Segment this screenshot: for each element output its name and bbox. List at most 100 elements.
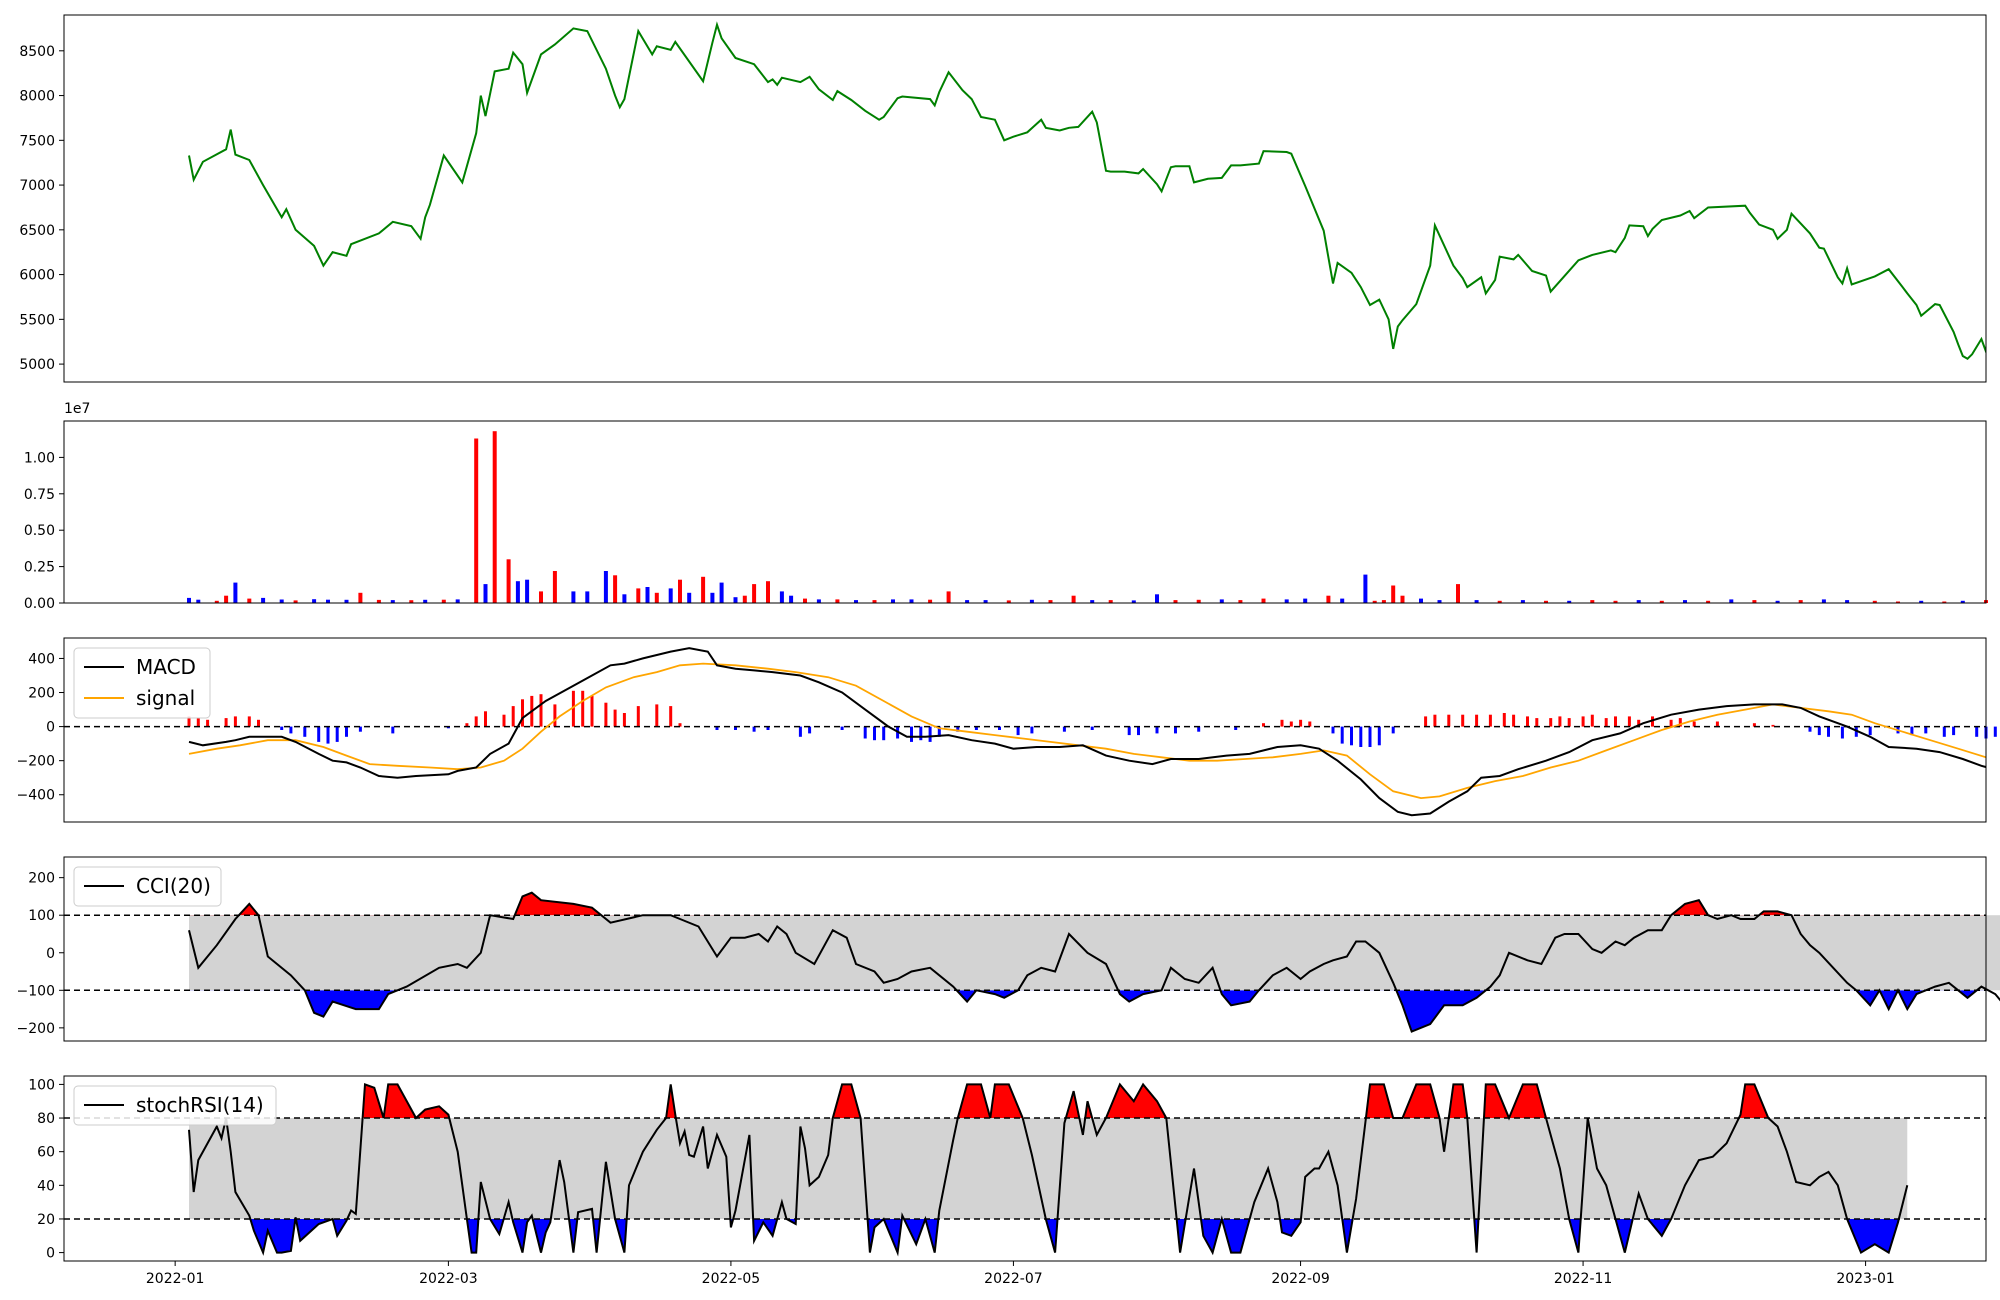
overbought-fill xyxy=(226,1084,1769,1119)
macd-hist-bar xyxy=(766,726,770,730)
volume-bar xyxy=(552,571,557,603)
volume-bar xyxy=(312,599,317,603)
macd-hist-bar xyxy=(1627,716,1631,727)
volume-bar xyxy=(483,584,488,603)
y-tick-label: 20 xyxy=(37,1212,55,1228)
macd-hist-bar xyxy=(1368,726,1372,747)
macd-hist-bar xyxy=(317,726,321,742)
macd-hist-bar xyxy=(604,702,608,727)
macd-hist-bar xyxy=(539,694,543,727)
y-tick-label: 0.75 xyxy=(24,487,55,503)
y-tick-label: 6500 xyxy=(19,223,55,239)
macd-hist-bar xyxy=(1993,726,1997,737)
macd-hist-bar xyxy=(613,709,617,727)
volume-bar xyxy=(390,600,395,603)
macd-hist-bar xyxy=(798,726,802,737)
y-tick-label: 100 xyxy=(28,908,55,924)
volume-bar xyxy=(1131,600,1136,603)
macd-hist-bar xyxy=(840,726,844,730)
volume-bar xyxy=(571,591,576,603)
macd-hist-bar xyxy=(1868,726,1872,736)
volume-bar xyxy=(247,598,252,603)
overbought-fill xyxy=(189,892,1986,916)
volume-bar xyxy=(891,599,895,603)
legend-label: MACD xyxy=(136,655,196,679)
macd-hist-bar xyxy=(956,726,960,732)
volume-bar xyxy=(1340,598,1345,603)
volume-bar xyxy=(1821,599,1826,603)
macd-hist-bar xyxy=(622,713,626,727)
volume-bar xyxy=(1284,599,1289,603)
x-tick-label: 2022-11 xyxy=(1554,1271,1613,1287)
y-tick-label: 200 xyxy=(28,871,55,887)
volume-bar xyxy=(1090,600,1095,603)
volume-bar xyxy=(409,600,414,603)
volume-bar xyxy=(636,588,641,603)
panel-2: 0.00 0.25 0.50 0.75 1.00 1e7 xyxy=(24,401,1988,612)
macd-line xyxy=(188,647,1986,817)
macd-hist-bar xyxy=(873,726,876,741)
volume-bar xyxy=(1437,600,1442,603)
y-tick-label: −400 xyxy=(17,788,55,804)
macd-hist-bar xyxy=(1651,716,1654,727)
axes-frame xyxy=(63,1075,1987,1262)
macd-hist-bar xyxy=(1016,726,1020,736)
band-area xyxy=(189,915,2000,991)
macd-hist-bar xyxy=(1137,726,1140,736)
volume-bar xyxy=(376,599,381,603)
macd-hist-bar xyxy=(446,726,450,729)
axes-frame xyxy=(63,420,1987,604)
volume-bar xyxy=(474,438,479,603)
y-tick-label: 8000 xyxy=(19,89,55,105)
macd-hist-bar xyxy=(1475,714,1479,727)
legend-label: signal xyxy=(136,686,195,710)
y-tick-label: 60 xyxy=(37,1145,55,1161)
volume-bar xyxy=(645,587,650,603)
macd-hist-bar xyxy=(808,726,812,734)
volume-bar xyxy=(1006,600,1011,603)
macd-hist-bar xyxy=(1614,716,1617,727)
macd-hist-bar xyxy=(974,726,978,730)
macd-hist-bar xyxy=(1604,718,1608,727)
volume-bar xyxy=(872,600,877,603)
volume-bar xyxy=(1544,600,1548,603)
y-tick-label: −100 xyxy=(17,983,55,999)
macd-hist-bar xyxy=(1447,714,1451,727)
legend-label: stochRSI(14) xyxy=(136,1093,264,1117)
volume-bar xyxy=(326,599,330,603)
volume-bar xyxy=(525,579,530,603)
macd-hist-bar xyxy=(1535,718,1539,727)
macd-hist-bar xyxy=(863,726,867,739)
volume-bar xyxy=(946,591,951,603)
legend-box xyxy=(73,866,222,907)
y-tick-label: 40 xyxy=(37,1178,55,1194)
volume-bar xyxy=(701,576,706,603)
volume-bar xyxy=(441,599,446,603)
macd-hist-bar xyxy=(678,723,682,727)
volume-bar xyxy=(789,595,794,603)
x-tick-label: 2022-05 xyxy=(702,1271,761,1287)
volume-bar xyxy=(261,597,266,603)
y-tick-label: 400 xyxy=(28,651,55,667)
macd-hist-bar xyxy=(1512,714,1516,727)
indicator-line xyxy=(188,891,2000,1033)
macd-hist-bar xyxy=(1391,726,1395,734)
volume-bar xyxy=(1363,574,1368,603)
macd-hist-bar xyxy=(196,718,200,727)
macd-hist-bar xyxy=(1090,726,1094,730)
x-tick-label: 2022-09 xyxy=(1271,1271,1330,1287)
macd-hist-bar xyxy=(1155,726,1159,734)
x-tick-label: 2023-01 xyxy=(1836,1271,1895,1287)
x-tick-label: 2022-01 xyxy=(146,1271,205,1287)
axes-frame xyxy=(63,637,1987,823)
macd-hist-bar xyxy=(1062,726,1066,732)
volume-bar xyxy=(1845,600,1850,603)
macd-hist-bar xyxy=(1975,726,1979,737)
macd-hist-bar xyxy=(590,695,594,727)
macd-hist-bar xyxy=(1174,726,1177,734)
volume-bar xyxy=(678,579,682,603)
macd-hist-bar xyxy=(1299,719,1303,727)
macd-hist-bar xyxy=(206,719,210,727)
panel-3: −400 −200 0 200 400 MACD signal xyxy=(17,647,1997,817)
